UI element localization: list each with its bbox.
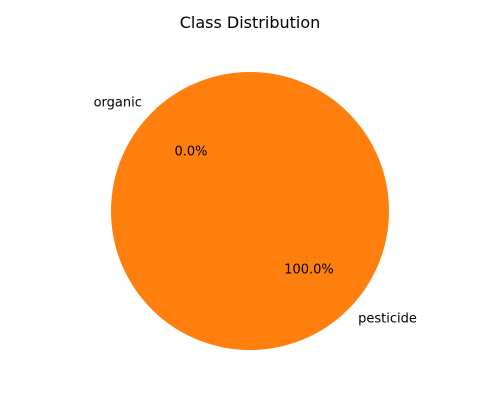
pie-label-pesticide: pesticide bbox=[358, 312, 417, 327]
pie-percent-pesticide: 100.0% bbox=[284, 262, 334, 277]
chart-title: Class Distribution bbox=[180, 13, 321, 32]
pie-label-organic: organic bbox=[94, 95, 142, 110]
pie-slices bbox=[111, 72, 389, 350]
pie-slice-pesticide bbox=[111, 72, 389, 350]
pie-percent-organic: 0.0% bbox=[175, 145, 208, 160]
